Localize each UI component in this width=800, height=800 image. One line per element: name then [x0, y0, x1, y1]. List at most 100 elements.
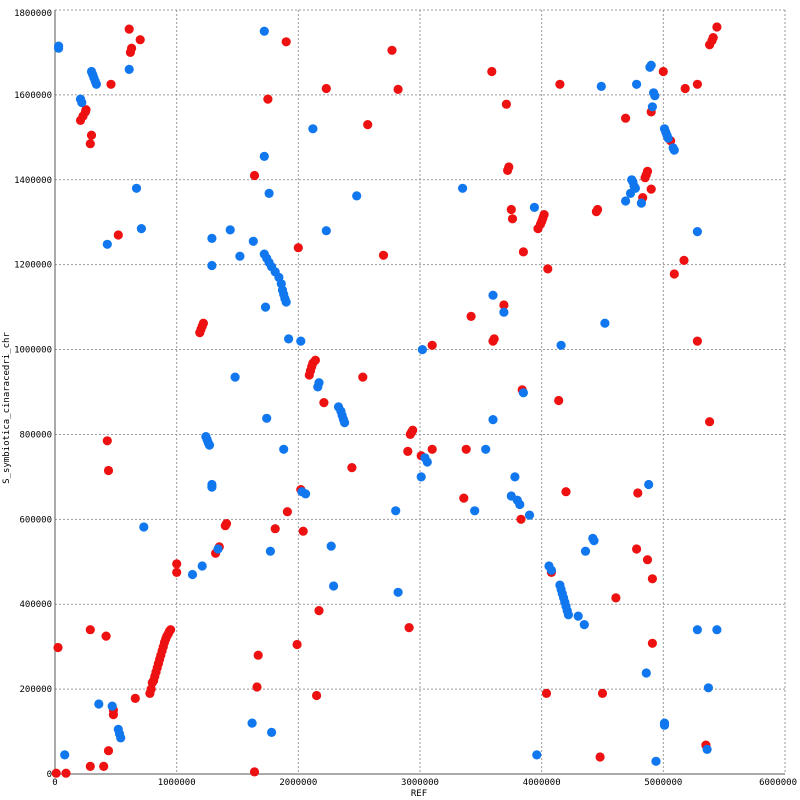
data-point — [99, 761, 109, 772]
data-point — [187, 569, 198, 580]
data-point — [556, 340, 566, 350]
data-point — [102, 436, 112, 446]
data-point — [524, 510, 535, 520]
data-point — [378, 250, 389, 260]
data-point — [642, 555, 653, 565]
data-point — [321, 83, 331, 94]
data-point — [391, 506, 401, 516]
data-point — [235, 251, 245, 261]
x-tick-labels: 0 1000000 2000000 3000000 4000000 5000000 6000… — [52, 778, 797, 788]
data-point — [679, 255, 689, 265]
data-point — [247, 718, 257, 728]
data-point — [321, 226, 331, 236]
data-point — [54, 41, 64, 51]
data-point — [166, 625, 176, 635]
data-point — [499, 300, 509, 310]
data-point — [61, 768, 71, 778]
data-point — [658, 66, 668, 77]
data-point — [260, 302, 271, 312]
data-point — [308, 124, 318, 134]
data-point — [103, 746, 114, 756]
data-point — [481, 444, 491, 454]
data-point — [630, 183, 641, 193]
data-point — [636, 198, 647, 208]
data-point — [252, 682, 262, 692]
data-point — [85, 139, 95, 149]
data-point — [593, 204, 603, 215]
data-point — [647, 574, 658, 584]
data-point — [596, 81, 606, 91]
data-point — [263, 94, 273, 104]
data-point — [403, 446, 413, 456]
data-point — [703, 683, 714, 693]
data-point — [53, 642, 63, 653]
data-point — [632, 79, 642, 89]
data-point — [262, 413, 272, 423]
data-point — [539, 210, 549, 220]
data-point — [292, 639, 302, 650]
data-point — [651, 756, 661, 766]
data-point — [387, 45, 397, 55]
data-point — [103, 465, 114, 476]
data-point — [249, 767, 260, 777]
data-point — [580, 546, 591, 556]
data-point — [265, 546, 275, 556]
data-point — [77, 97, 87, 108]
data-point — [669, 145, 679, 155]
data-point — [501, 99, 511, 109]
grid-lines — [55, 9, 786, 774]
data-point — [197, 561, 207, 571]
data-point — [506, 204, 516, 215]
x-tick-label: 4000000 — [523, 778, 561, 788]
y-tick-labels: 0 200000 400000 600000 800000 1000000 1200000 1… — [14, 9, 52, 780]
data-point — [248, 236, 258, 246]
data-point — [546, 565, 557, 575]
data-point — [680, 83, 690, 94]
data-point — [427, 444, 437, 454]
data-point — [267, 727, 277, 738]
data-point — [541, 688, 552, 699]
data-point — [632, 544, 642, 554]
data-point — [102, 239, 112, 249]
data-point — [107, 701, 117, 711]
data-point — [600, 318, 610, 328]
data-point — [595, 752, 605, 762]
data-point — [422, 457, 432, 467]
data-points — [51, 22, 722, 778]
data-point — [363, 120, 373, 130]
data-point — [416, 472, 426, 482]
data-point — [86, 130, 97, 140]
data-point — [489, 334, 499, 344]
y-tick-label: 800000 — [19, 430, 52, 440]
data-point — [702, 744, 712, 755]
data-point — [589, 536, 599, 546]
data-point — [504, 162, 514, 172]
data-point — [310, 355, 320, 365]
x-axis-label: REF — [411, 789, 427, 799]
data-point — [692, 336, 703, 346]
data-point — [646, 60, 656, 70]
data-point — [647, 638, 658, 648]
data-point — [172, 559, 182, 569]
data-point — [532, 750, 542, 760]
data-point — [529, 202, 540, 212]
data-point — [293, 243, 303, 253]
data-point — [131, 183, 142, 193]
data-point — [314, 606, 324, 616]
data-point — [561, 487, 571, 497]
data-point — [259, 151, 269, 161]
data-point — [279, 444, 289, 454]
y-tick-label: 600000 — [19, 515, 52, 525]
x-tick-label: 3000000 — [401, 778, 439, 788]
data-point — [408, 425, 418, 435]
y-tick-label: 1400000 — [14, 176, 52, 186]
data-point — [597, 688, 608, 699]
data-point — [646, 184, 656, 194]
data-point — [259, 26, 269, 36]
data-point — [510, 472, 520, 482]
data-point — [139, 522, 149, 532]
data-point — [51, 768, 61, 778]
data-point — [712, 22, 722, 32]
data-point — [198, 318, 208, 328]
data-point — [352, 191, 362, 201]
